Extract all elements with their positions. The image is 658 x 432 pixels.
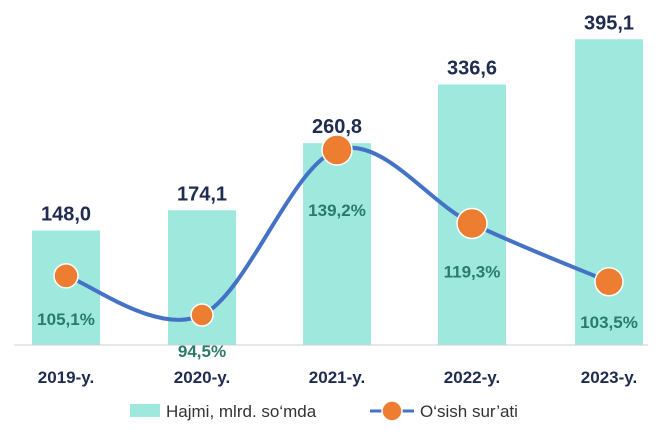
category-label: 2020-y.	[174, 368, 230, 387]
labels-layer: 148,0 2019-y. 174,1 2020-y. 260,8 2021-y. 336,…	[37, 12, 638, 387]
category-label: 2019-y.	[38, 368, 94, 387]
legend-bar-label: Hajmi, mlrd. so‘mda	[166, 402, 317, 421]
bar-value-label: 174,1	[177, 183, 227, 205]
legend-line-label: O‘sish sur’ati	[420, 402, 518, 421]
bars-layer	[32, 39, 643, 346]
bar-value-label: 336,6	[447, 58, 497, 80]
category-label: 2022-y.	[444, 368, 500, 387]
growth-percent-label: 119,3%	[444, 262, 501, 281]
bar-value-label: 260,8	[312, 116, 362, 138]
bar-value-label: 148,0	[41, 203, 91, 225]
growth-marker	[321, 134, 353, 166]
growth-marker	[190, 303, 214, 327]
legend-marker-icon	[381, 400, 403, 422]
legend: Hajmi, mlrd. so‘mda O‘sish sur’ati	[130, 400, 518, 422]
growth-percent-label: 94,5%	[178, 342, 226, 361]
category-label: 2021-y.	[309, 368, 365, 387]
bar-value-label: 395,1	[584, 12, 634, 34]
growth-marker	[594, 267, 624, 297]
growth-percent-label: 105,1%	[37, 310, 95, 329]
growth-marker	[53, 263, 79, 289]
growth-line-layer	[53, 134, 624, 327]
category-label: 2023-y.	[581, 368, 637, 387]
growth-marker	[456, 207, 488, 240]
legend-bar-swatch	[130, 404, 160, 417]
bar-2021-y.	[303, 143, 371, 345]
bar-2023-y.	[575, 39, 643, 346]
growth-percent-label: 139,2%	[308, 201, 366, 220]
growth-percent-label: 103,5%	[580, 313, 638, 332]
